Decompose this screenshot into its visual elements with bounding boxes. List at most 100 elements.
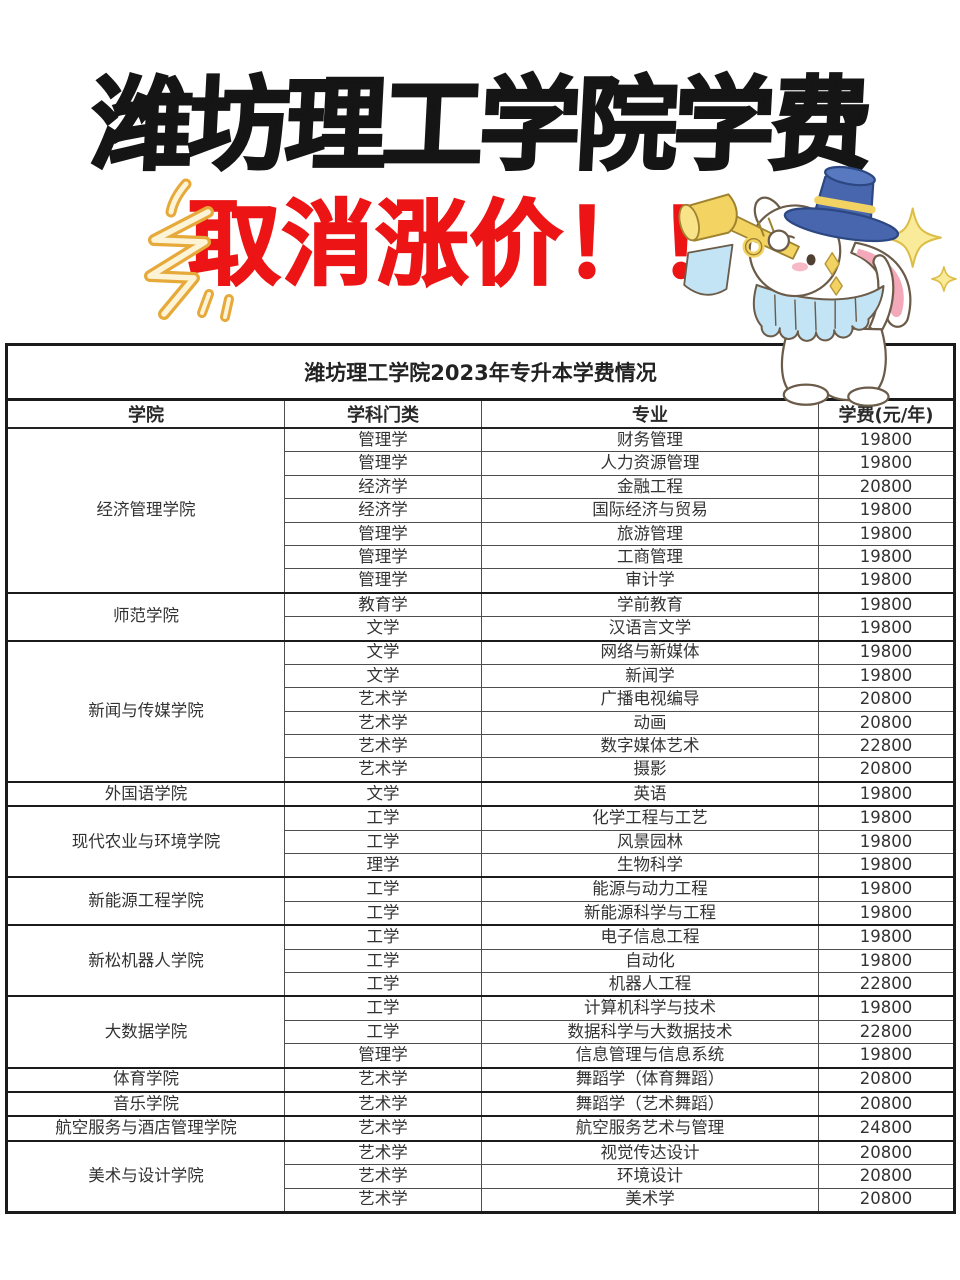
table-row: 工学 自动化 19800: [7, 948, 956, 973]
college-cell: 新闻与传媒学院: [6, 639, 285, 783]
fee-cell: 24800: [817, 1115, 956, 1142]
fee-cell: 19800: [817, 498, 956, 523]
fee-cell: 22800: [817, 1019, 956, 1045]
major-cell: 金融工程: [481, 474, 819, 500]
major-cell: 广播电视编导: [481, 687, 819, 712]
category-cell: 艺术学: [284, 1139, 482, 1166]
table-header-row: 学院 学科门类 专业 学费(元/年): [6, 399, 956, 429]
category-cell: 艺术学: [284, 1066, 482, 1093]
fee-cell: 19800: [817, 995, 956, 1021]
major-cell: 机器人工程: [481, 971, 819, 997]
category-cell: 文学: [284, 780, 482, 807]
table-row: 管理学 人力资源管理 19800: [7, 451, 956, 476]
major-cell: 数字媒体艺术: [481, 734, 819, 759]
major-cell: 审计学: [481, 568, 819, 594]
college-cell: 大数据学院: [6, 995, 285, 1069]
fee-cell: 19800: [817, 876, 956, 902]
category-cell: 艺术学: [284, 687, 482, 712]
poster-title: 潍坊理工学院学费: [87, 65, 872, 186]
table-row: 美术与设计学院 艺术学 视觉传达设计 20800: [6, 1139, 956, 1213]
college-cell: 美术与设计学院: [6, 1139, 285, 1213]
fee-cell: 19800: [817, 948, 956, 973]
category-cell: 管理学: [284, 427, 482, 453]
fee-cell: 19800: [817, 451, 956, 476]
fee-cell: 20800: [817, 1066, 956, 1093]
tuition-table-body: 潍坊理工学院2023年专升本学费情况 学院 学科门类 专业 学费(元/年) 经济管理学院管…: [6, 344, 956, 1213]
category-cell: 艺术学: [284, 710, 482, 736]
fee-cell: 20800: [817, 710, 956, 736]
category-cell: 工学: [284, 924, 482, 950]
table-row: 外国语学院 文学 英语 19800: [6, 780, 956, 807]
column-header: 学科门类: [284, 399, 482, 429]
major-cell: 国际经济与贸易: [481, 498, 819, 523]
category-cell: 经济学: [284, 474, 482, 500]
table-row: 音乐学院 艺术学 舞蹈学（艺术舞蹈） 20800: [6, 1090, 956, 1117]
major-cell: 风景园林: [481, 829, 819, 855]
fee-cell: 20800: [817, 1139, 956, 1166]
category-cell: 工学: [284, 971, 482, 997]
major-cell: 视觉传达设计: [481, 1139, 819, 1166]
fee-cell: 19800: [817, 544, 956, 570]
table-row: 工学 数据科学与大数据技术 22800: [7, 1019, 956, 1045]
poster-subtitle: 取消涨价！！: [187, 190, 753, 300]
table-row: 艺术学 美术学 20800: [7, 1187, 956, 1213]
fee-cell: 19800: [817, 805, 956, 831]
major-cell: 化学工程与工艺: [481, 805, 819, 831]
fee-cell: 22800: [817, 734, 956, 759]
major-cell: 航空服务艺术与管理: [481, 1115, 819, 1142]
table-row: 航空服务与酒店管理学院 艺术学 航空服务艺术与管理 24800: [6, 1115, 956, 1142]
fee-cell: 19800: [817, 427, 956, 453]
major-cell: 美术学: [481, 1187, 819, 1213]
fee-cell: 22800: [817, 971, 956, 997]
fee-cell: 20800: [817, 474, 956, 500]
table-row: 新松机器人学院 工学 电子信息工程 19800: [6, 924, 956, 997]
column-header: 专业: [481, 399, 819, 429]
fee-cell: 19800: [817, 591, 956, 618]
category-cell: 工学: [284, 805, 482, 831]
table-title: 潍坊理工学院2023年专升本学费情况: [6, 344, 955, 401]
category-cell: 工学: [284, 829, 482, 855]
category-cell: 文学: [284, 639, 482, 665]
fee-cell: 19800: [817, 616, 956, 642]
fee-cell: 19800: [817, 568, 956, 594]
major-cell: 学前教育: [481, 591, 819, 618]
college-cell: 外国语学院: [6, 780, 285, 807]
category-cell: 艺术学: [284, 1090, 482, 1117]
table-row: 艺术学 摄影 20800: [7, 757, 956, 783]
category-cell: 经济学: [284, 498, 482, 523]
category-cell: 教育学: [284, 591, 482, 618]
college-cell: 经济管理学院: [6, 427, 285, 594]
table-row: 艺术学 动画 20800: [7, 710, 956, 736]
college-cell: 航空服务与酒店管理学院: [6, 1115, 285, 1142]
major-cell: 摄影: [481, 757, 819, 783]
sparkle-icon: [883, 207, 942, 268]
table-row: 管理学 工商管理 19800: [7, 544, 956, 570]
table-row: 体育学院 艺术学 舞蹈学（体育舞蹈） 20800: [6, 1066, 956, 1093]
category-cell: 管理学: [284, 544, 482, 570]
major-cell: 自动化: [481, 948, 819, 973]
table-row: 现代农业与环境学院 工学 化学工程与工艺 19800: [6, 805, 956, 878]
fee-cell: 20800: [817, 1164, 956, 1189]
category-cell: 理学: [284, 853, 482, 878]
major-cell: 人力资源管理: [481, 451, 819, 476]
table-row: 工学 新能源科学与工程 19800: [7, 900, 956, 926]
table-row: 新闻与传媒学院 文学 网络与新媒体 19800: [6, 639, 956, 783]
category-cell: 管理学: [284, 1043, 482, 1069]
swoosh-doodle-icon: [144, 178, 234, 322]
college-cell: 现代农业与环境学院: [6, 805, 285, 878]
major-cell: 新能源科学与工程: [481, 900, 819, 926]
table-row: 经济学 国际经济与贸易 19800: [7, 498, 956, 523]
major-cell: 财务管理: [481, 427, 819, 453]
major-cell: 汉语言文学: [481, 616, 819, 642]
category-cell: 艺术学: [284, 1187, 482, 1213]
fee-cell: 19800: [817, 853, 956, 878]
fee-cell: 19800: [817, 780, 956, 807]
column-header: 学院: [6, 399, 285, 429]
fee-cell: 19800: [817, 829, 956, 855]
table-row: 工学 风景园林 19800: [7, 829, 956, 855]
fee-cell: 19800: [817, 663, 956, 689]
major-cell: 动画: [481, 710, 819, 736]
table-row: 新能源工程学院 工学 能源与动力工程 19800: [6, 876, 956, 926]
table-row: 经济学 金融工程 20800: [7, 474, 956, 500]
